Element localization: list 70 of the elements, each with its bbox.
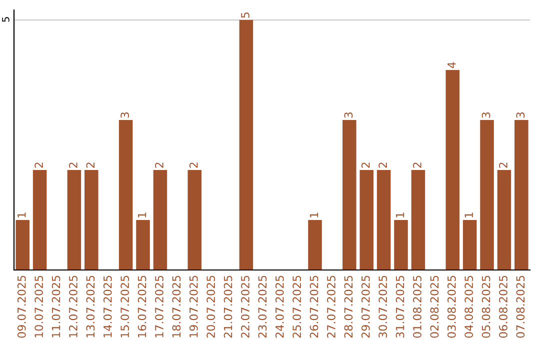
bar — [462, 220, 477, 270]
data-label: 4 — [448, 62, 456, 68]
data-label: 2 — [499, 162, 508, 168]
data-label: 1 — [310, 212, 318, 218]
bar — [497, 170, 512, 270]
bar — [308, 220, 322, 270]
x-tick-label: 22.07.2025 — [241, 276, 250, 338]
bar — [480, 120, 494, 270]
x-tick-label: 07.08.2025 — [516, 276, 525, 338]
x-tick-label: 15.07.2025 — [120, 276, 130, 338]
bar — [239, 20, 254, 270]
x-tick-label: 12.07.2025 — [69, 276, 78, 338]
x-tick-label: 24.07.2025 — [275, 276, 284, 338]
data-label: 2 — [413, 162, 422, 168]
x-tick-label: 30.07.2025 — [378, 276, 388, 338]
x-tick-label: 17.07.2025 — [155, 276, 164, 338]
x-tick-label: 04.08.2025 — [464, 276, 474, 338]
x-tick-label: 13.07.2025 — [86, 276, 95, 338]
bar — [446, 70, 460, 270]
x-tick-label: 16.07.2025 — [138, 276, 146, 338]
bar — [84, 170, 98, 270]
data-label: 2 — [361, 162, 370, 168]
data-label: 5 — [241, 12, 250, 18]
bar — [32, 170, 47, 270]
data-label: 2 — [86, 162, 94, 168]
data-label: 2 — [69, 162, 78, 168]
data-label: 2 — [378, 162, 387, 168]
bar — [514, 120, 528, 270]
x-tick-label: 19.07.2025 — [189, 276, 198, 338]
data-label: 1 — [464, 212, 473, 218]
bar — [136, 220, 150, 270]
x-tick-label: 29.07.2025 — [361, 276, 370, 338]
bar — [376, 170, 391, 270]
data-label: 1 — [396, 212, 404, 218]
x-tick-label: 27.07.2025 — [327, 276, 336, 338]
bar — [342, 120, 356, 270]
x-tick-label: 02.08.2025 — [430, 276, 439, 338]
x-tick-label: 01.08.2025 — [413, 276, 422, 338]
bar — [360, 170, 374, 270]
x-tick-label: 28.07.2025 — [344, 276, 353, 338]
x-tick-label: 31.07.2025 — [396, 276, 404, 338]
data-label: 1 — [138, 212, 146, 218]
bar — [153, 170, 168, 270]
data-label: 2 — [189, 162, 198, 168]
bar — [118, 120, 133, 270]
x-tick-label: 25.07.2025 — [292, 276, 302, 338]
data-label: 3 — [120, 112, 130, 118]
data-label: 2 — [155, 162, 164, 168]
x-tick-label: 06.08.2025 — [499, 276, 508, 338]
x-tick-label: 20.07.2025 — [206, 276, 216, 338]
x-tick-label: 03.08.2025 — [447, 276, 456, 338]
data-label: 3 — [344, 112, 353, 118]
data-label: 3 — [516, 112, 525, 118]
x-tick-label: 23.07.2025 — [258, 276, 267, 338]
data-label: 1 — [18, 212, 26, 218]
bar — [16, 220, 30, 270]
bar — [188, 170, 202, 270]
bar — [411, 170, 426, 270]
data-label: 2 — [34, 162, 43, 168]
bar — [67, 170, 82, 270]
x-tick-label: 14.07.2025 — [103, 276, 112, 338]
x-tick-label: 09.07.2025 — [17, 276, 26, 338]
data-label: 3 — [482, 112, 490, 118]
x-tick-label: 10.07.2025 — [34, 276, 44, 338]
bar — [394, 220, 408, 270]
x-tick-label: 05.08.2025 — [482, 276, 490, 338]
x-tick-label: 18.07.2025 — [172, 276, 181, 338]
x-tick-label: 26.07.2025 — [310, 276, 318, 338]
x-tick-label: 21.07.2025 — [224, 276, 232, 338]
x-tick-label: 11.07.2025 — [52, 276, 60, 338]
